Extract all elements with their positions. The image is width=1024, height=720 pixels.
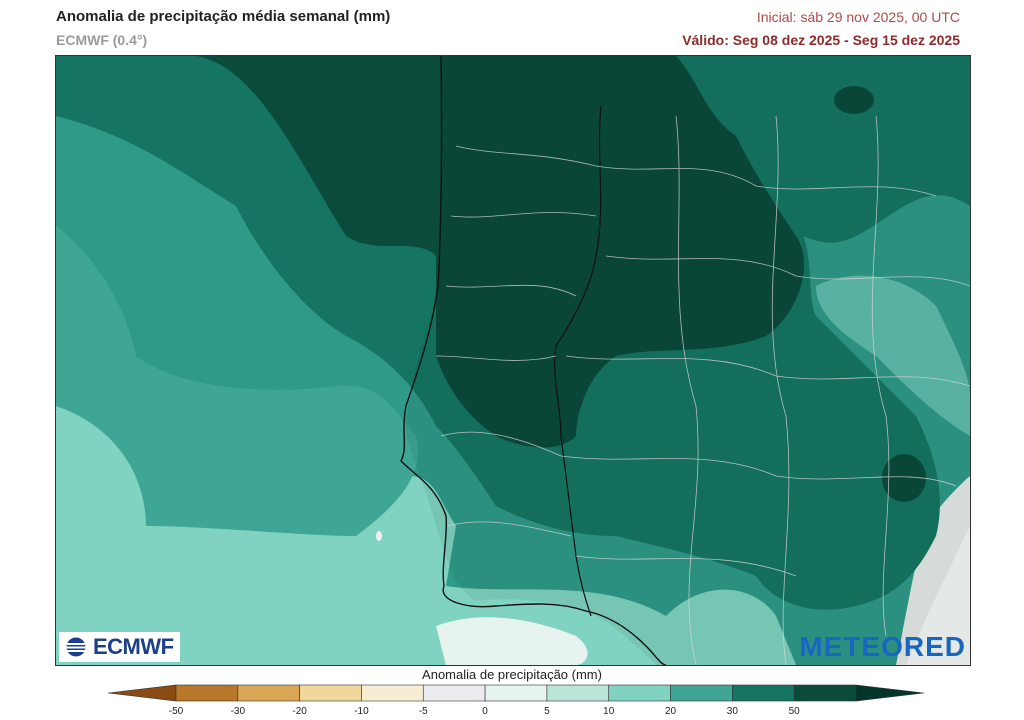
anomaly-band-10-20-west — [56, 226, 418, 536]
anomaly-core-southeast — [882, 454, 926, 502]
legend-tick-label: 5 — [544, 706, 550, 717]
islet — [376, 531, 382, 541]
legend-swatch — [793, 684, 857, 702]
legend-swatch — [670, 684, 733, 702]
ecmwf-logo-text: ECMWF — [93, 634, 174, 659]
anomaly-core-northeast — [834, 86, 874, 114]
land-south-east — [896, 476, 970, 665]
legend-swatch — [484, 684, 548, 702]
legend-tick-label: -30 — [230, 706, 246, 717]
map-title: Anomalia de precipitação média semanal (… — [56, 8, 391, 25]
legend-swatch — [732, 684, 795, 702]
legend-tick-label: -10 — [354, 706, 369, 717]
anomaly-band-5-10-south — [56, 406, 796, 665]
legend-swatch — [237, 684, 300, 702]
legend-swatch — [546, 684, 610, 702]
coastline — [400, 56, 667, 665]
model-label: ECMWF (0.4°) — [56, 32, 148, 48]
legend-arrow-high — [855, 684, 924, 702]
valid-period: Válido: Seg 08 dez 2025 - Seg 15 dez 202… — [682, 32, 960, 48]
legend-tick-label: -20 — [292, 706, 307, 717]
land-shading — [406, 56, 970, 665]
anomaly-band-30-50-north — [56, 56, 436, 256]
ecmwf-emblem-icon — [66, 637, 86, 657]
meteored-logo: METEORED — [799, 631, 966, 662]
ecmwf-logo: ECMWF — [59, 632, 180, 662]
legend-tick-label: 20 — [664, 706, 677, 717]
legend-ticks: -50 -30 -20 -10 -5 0 5 10 20 30 50 — [0, 706, 1024, 720]
legend-tick-label: -5 — [418, 706, 428, 717]
legend-swatch — [608, 684, 671, 702]
legend-tick-label: -50 — [168, 706, 184, 717]
anomaly-band-30-50-portugal — [436, 56, 805, 448]
legend-title: Anomalia de precipitação (mm) — [422, 667, 602, 682]
legend-colorbar — [108, 684, 924, 702]
portugal-spain-border — [554, 105, 602, 617]
map-canvas — [56, 56, 970, 665]
initial-time: Inicial: sáb 29 nov 2025, 00 UTC — [756, 9, 960, 25]
legend-swatch — [361, 684, 424, 702]
legend-swatch — [422, 684, 486, 702]
legend-tick-label: 10 — [603, 706, 615, 717]
anomaly-band-0-5 — [436, 617, 588, 665]
legend-tick-label: 30 — [726, 706, 738, 717]
legend-tick-label: 0 — [482, 706, 488, 717]
legend-swatch — [299, 684, 362, 702]
precipitation-anomaly-map[interactable]: ECMWF METEORED — [55, 55, 971, 666]
legend-arrow-low — [108, 684, 177, 702]
anomaly-band-east — [816, 275, 970, 436]
legend-swatch — [175, 684, 239, 702]
legend-tick-label: 50 — [788, 706, 800, 717]
regional-boundaries — [435, 115, 970, 665]
